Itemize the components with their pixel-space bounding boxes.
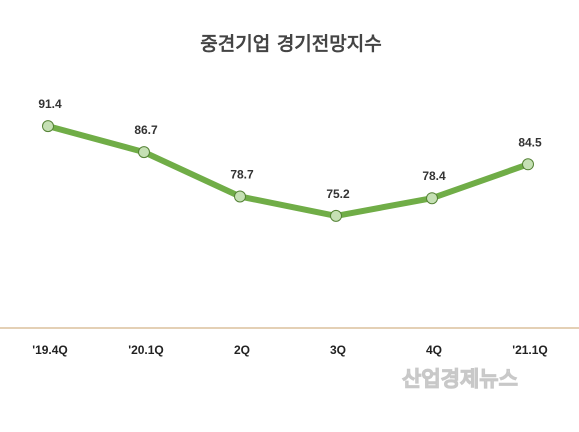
chart-title: 중견기업 경기전망지수 <box>200 33 381 55</box>
x-tick-label: '21.1Q <box>512 343 548 357</box>
data-point <box>42 120 54 133</box>
data-label: 78.7 <box>230 168 254 182</box>
x-tick-label: 3Q <box>330 343 346 357</box>
x-tick-label: '20.1Q <box>128 343 164 357</box>
series-layer: 91.4 86.7 78.7 75.2 78.4 84.5 <box>38 97 542 222</box>
x-tick-layer: '19.4Q '20.1Q 2Q 3Q 4Q '21.1Q <box>32 343 548 357</box>
data-label: 86.7 <box>134 123 158 137</box>
data-point <box>234 190 246 203</box>
data-point <box>522 158 534 171</box>
x-tick-label: 2Q <box>234 343 250 357</box>
data-label: 78.4 <box>422 169 446 183</box>
data-point <box>330 209 342 222</box>
x-tick-label: 4Q <box>426 343 442 357</box>
x-tick-label: '19.4Q <box>32 343 68 357</box>
data-label: 84.5 <box>518 135 542 149</box>
series-line <box>45 123 531 219</box>
data-point <box>426 192 438 205</box>
data-point <box>138 146 150 159</box>
watermark-text: 산업경제뉴스 <box>402 367 518 391</box>
data-label: 75.2 <box>326 187 350 201</box>
data-label: 91.4 <box>38 97 62 111</box>
